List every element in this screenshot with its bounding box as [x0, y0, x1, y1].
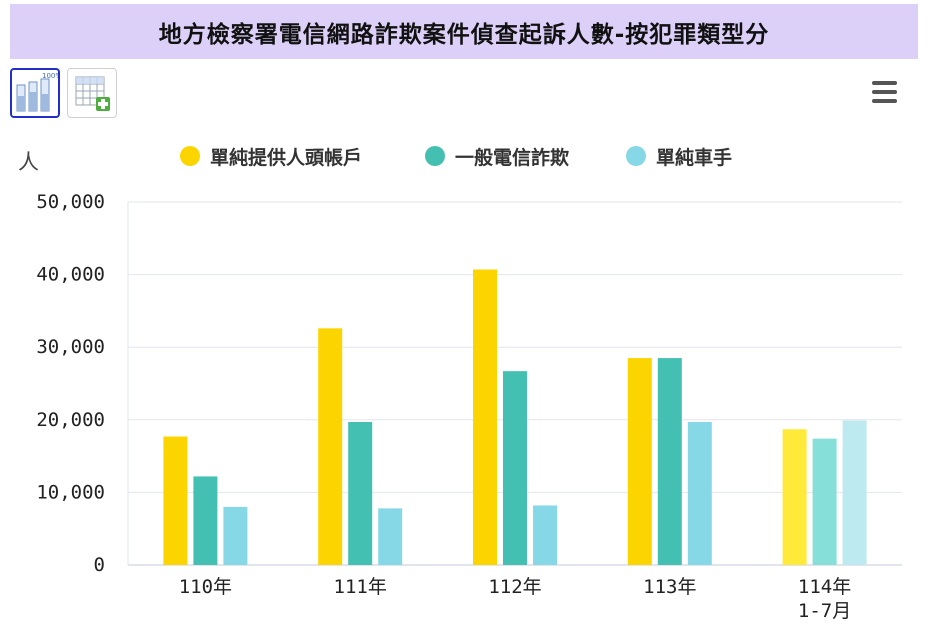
chart-view-button[interactable]: 100%	[10, 68, 62, 118]
bar[interactable]	[378, 508, 403, 565]
x-tick-label: 111年	[334, 576, 387, 598]
bar[interactable]	[473, 269, 497, 565]
y-tick-label: 50,000	[36, 191, 105, 213]
legend-label: 單純車手	[656, 146, 733, 169]
y-tick-label: 40,000	[36, 264, 105, 286]
chart-title: 地方檢察署電信網路詐欺案件偵查起訴人數-按犯罪類型分	[158, 21, 770, 48]
hamburger-menu-icon[interactable]	[868, 79, 902, 105]
title-bar: 地方檢察署電信網路詐欺案件偵查起訴人數-按犯罪類型分	[10, 4, 918, 59]
bar[interactable]	[812, 438, 837, 565]
bar[interactable]	[163, 436, 188, 565]
x-tick-label: 110年	[179, 576, 232, 598]
bar[interactable]	[687, 421, 712, 565]
bars	[163, 269, 867, 565]
y-axis-tick-labels: 0 10,000 20,000 30,000 40,000 50,000	[36, 191, 105, 576]
bar[interactable]	[193, 476, 218, 565]
legend: 單純提供人頭帳戶 一般電信詐欺 單純車手	[0, 141, 929, 171]
bar[interactable]	[318, 328, 343, 565]
legend-marker	[425, 146, 445, 166]
legend-item-series-0[interactable]: 單純提供人頭帳戶	[180, 141, 362, 171]
y-tick-label: 20,000	[36, 409, 105, 431]
bar[interactable]	[627, 358, 652, 565]
x-tick-label: 1-7月	[798, 600, 851, 622]
bar-chart-icon: 100%	[16, 72, 62, 112]
bar[interactable]	[842, 420, 867, 565]
x-tick-label: 114年	[798, 576, 851, 598]
legend-marker	[626, 146, 646, 166]
bar[interactable]	[223, 506, 248, 565]
legend-label: 一般電信詐欺	[455, 146, 570, 169]
legend-marker	[180, 146, 200, 166]
bar[interactable]	[348, 421, 373, 565]
y-tick-label: 10,000	[36, 481, 105, 503]
bar[interactable]	[503, 371, 527, 565]
legend-item-series-1[interactable]: 一般電信詐欺	[425, 141, 569, 171]
bar[interactable]	[533, 505, 557, 565]
y-axis-label: 人	[18, 150, 39, 174]
svg-text:100%: 100%	[42, 72, 58, 80]
y-tick-label: 30,000	[36, 336, 105, 358]
bar[interactable]	[657, 358, 682, 565]
table-view-button[interactable]	[67, 68, 117, 118]
x-tick-label: 112年	[488, 576, 541, 598]
legend-item-series-2[interactable]: 單純車手	[626, 141, 732, 171]
bar[interactable]	[782, 429, 807, 565]
y-tick-label: 0	[94, 554, 105, 576]
table-add-icon	[75, 76, 110, 111]
x-tick-label: 113年	[643, 576, 696, 598]
legend-label: 單純提供人頭帳戶	[210, 146, 363, 169]
